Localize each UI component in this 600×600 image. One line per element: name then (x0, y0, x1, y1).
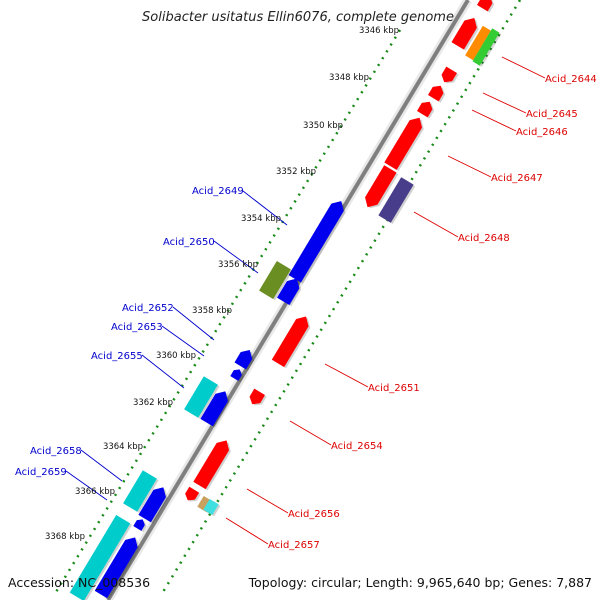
gene-feature[interactable] (200, 391, 228, 427)
gene-label-forward[interactable]: Acid_2648 (458, 233, 510, 244)
gene-feature[interactable] (203, 498, 219, 516)
gene-feature[interactable] (69, 514, 131, 600)
gene-label-reverse[interactable]: Acid_2655 (91, 351, 143, 362)
kbp-tick-label: 3350 kbp (303, 121, 343, 131)
gene-label-reverse[interactable]: Acid_2650 (163, 237, 215, 248)
kbp-tick-label: 3354 kbp (241, 214, 281, 224)
gene-label-forward[interactable]: Acid_2656 (288, 509, 340, 520)
gene-label-reverse[interactable]: Acid_2652 (122, 303, 174, 314)
kbp-tick-label: 3360 kbp (156, 351, 196, 361)
genome-summary-text: Topology: circular; Length: 9,965,640 bp… (248, 575, 592, 590)
gene-feature[interactable] (271, 316, 309, 368)
inner-tick-line (54, 29, 402, 593)
gene-feature[interactable] (259, 260, 291, 300)
gene-labels: Acid_2644 Acid_2645 Acid_2646 Acid_2647 Acid… (15, 56, 597, 551)
gene-feature[interactable] (185, 486, 200, 501)
kbp-ticks: 3346 kbp 3348 kbp 3350 kbp 3352 kbp 3354 kbp… (45, 26, 399, 542)
kbp-tick-label: 3352 kbp (276, 167, 316, 177)
gene-feature[interactable] (184, 376, 218, 418)
gene-feature[interactable] (378, 177, 414, 223)
kbp-tick-label: 3346 kbp (359, 26, 399, 36)
gene-feature[interactable] (133, 519, 145, 531)
gene-label-reverse[interactable]: Acid_2653 (111, 322, 163, 333)
kbp-tick-label: 3368 kbp (45, 532, 85, 542)
gene-feature[interactable] (472, 28, 500, 66)
gene-label-reverse[interactable]: Acid_2659 (15, 467, 67, 478)
gene-feature[interactable] (451, 17, 477, 50)
gene-feature[interactable] (476, 0, 493, 12)
gene-feature[interactable] (416, 101, 433, 118)
kbp-tick-label: 3362 kbp (133, 398, 173, 408)
gene-feature[interactable] (465, 25, 491, 61)
map-title: Solibacter usitatus Ellin6076, complete … (142, 10, 454, 25)
gene-label-forward[interactable]: Acid_2654 (331, 441, 383, 452)
kbp-tick-label: 3356 kbp (218, 260, 258, 270)
gene-feature[interactable] (193, 440, 230, 490)
gene-label-reverse[interactable]: Acid_2649 (192, 186, 244, 197)
gene-feature[interactable] (94, 537, 138, 599)
gene-label-forward[interactable]: Acid_2646 (516, 127, 568, 138)
gene-feature[interactable] (123, 470, 157, 512)
gene-feature[interactable] (138, 487, 166, 523)
gene-label-forward[interactable]: Acid_2645 (526, 109, 578, 120)
outer-tick-line (161, 0, 522, 593)
kbp-tick-label: 3364 kbp (103, 442, 143, 452)
gene-feature[interactable] (230, 369, 242, 381)
gene-feature[interactable] (365, 165, 397, 208)
gene-label-forward[interactable]: Acid_2644 (545, 74, 597, 85)
kbp-tick-label: 3348 kbp (329, 73, 369, 83)
gene-label-forward[interactable]: Acid_2647 (491, 173, 543, 184)
kbp-tick-label: 3358 kbp (192, 306, 232, 316)
kbp-tick-label: 3366 kbp (75, 487, 115, 497)
gene-label-forward[interactable]: Acid_2651 (368, 383, 420, 394)
gene-feature[interactable] (288, 201, 344, 283)
gene-label-forward[interactable]: Acid_2657 (268, 540, 320, 551)
gene-feature[interactable] (234, 350, 253, 370)
accession-text: Accession: NC_008536 (8, 575, 150, 590)
gene-feature[interactable] (427, 85, 444, 102)
gene-feature[interactable] (276, 278, 300, 306)
gene-feature[interactable] (384, 117, 423, 170)
gene-feature[interactable] (441, 66, 458, 83)
gene-label-reverse[interactable]: Acid_2658 (30, 446, 82, 457)
gene-features (69, 0, 502, 600)
gene-feature[interactable] (249, 388, 266, 405)
